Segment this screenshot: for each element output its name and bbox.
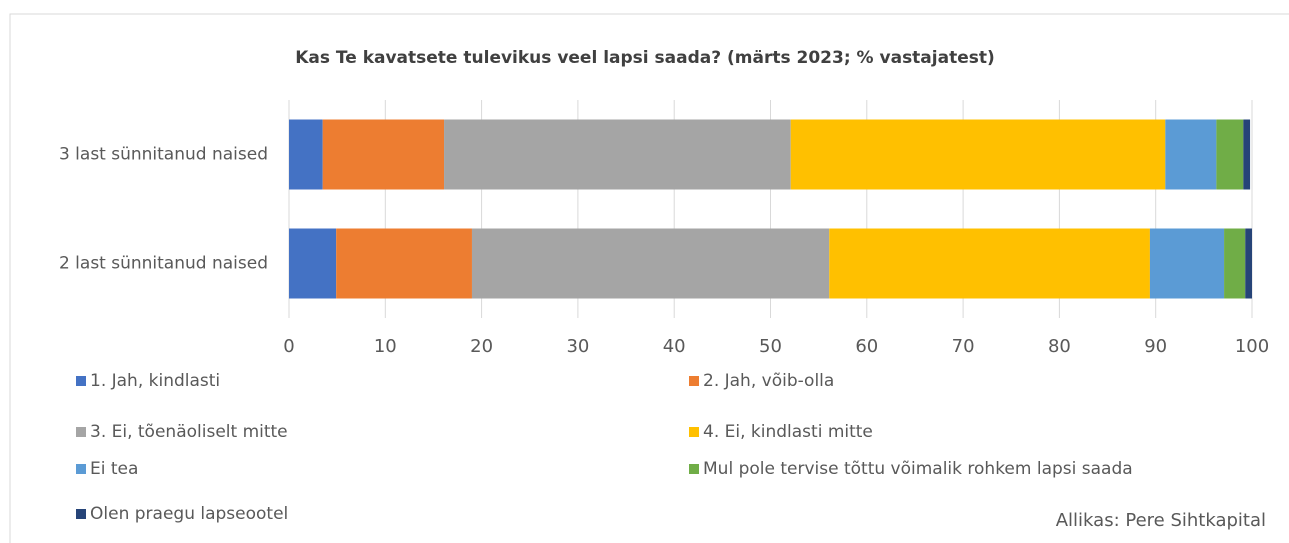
x-tick-label: 40 — [663, 336, 686, 357]
x-tick-label: 100 — [1235, 336, 1269, 357]
legend-swatch — [76, 509, 86, 519]
x-tick-label: 80 — [1048, 336, 1071, 357]
bar-segment — [289, 228, 337, 299]
bar-segment — [289, 119, 323, 190]
x-tick-label: 0 — [283, 336, 294, 357]
x-tick-label: 10 — [374, 336, 397, 357]
legend-swatch — [689, 464, 699, 474]
legend-label: Ei tea — [90, 459, 138, 479]
legend-label: 2. Jah, võib-olla — [703, 371, 834, 391]
source: Allikas: Pere Sihtkapital — [1056, 510, 1266, 531]
bar-segment — [790, 119, 1166, 190]
legend-swatch — [76, 427, 86, 437]
bar-segment — [829, 228, 1150, 299]
legend-swatch — [689, 427, 699, 437]
legend-label: Olen praegu lapseootel — [90, 504, 288, 524]
y-tick-label: 2 last sünnitanud naised — [59, 254, 268, 274]
bar-segment — [1243, 119, 1251, 190]
legend-label: 4. Ei, kindlasti mitte — [703, 422, 873, 442]
bar-segment — [1216, 119, 1244, 190]
bar-segment — [1224, 228, 1246, 299]
x-tick-label: 20 — [470, 336, 493, 357]
x-tick-label: 70 — [952, 336, 975, 357]
legend-label: 1. Jah, kindlasti — [90, 371, 220, 391]
x-tick-label: 90 — [1144, 336, 1167, 357]
bar-segment — [1149, 228, 1225, 299]
legend-label: 3. Ei, tõenäoliselt mitte — [90, 422, 288, 442]
x-tick-label: 30 — [566, 336, 589, 357]
y-tick-label: 3 last sünnitanud naised — [59, 145, 268, 165]
bar-segment — [1245, 228, 1252, 299]
legend-swatch — [76, 376, 86, 386]
bar-segment — [444, 119, 791, 190]
legend-swatch — [76, 464, 86, 474]
bar-segment — [322, 119, 445, 190]
chart-title: Kas Te kavatsete tulevikus veel lapsi sa… — [295, 48, 995, 68]
x-tick-label: 50 — [759, 336, 782, 357]
bar-segment — [471, 228, 830, 299]
legend-label: Mul pole tervise tõttu võimalik rohkem l… — [703, 459, 1133, 479]
bar-segment — [1165, 119, 1217, 190]
x-tick-label: 60 — [855, 336, 878, 357]
legend-swatch — [689, 376, 699, 386]
bar-segment — [336, 228, 472, 299]
